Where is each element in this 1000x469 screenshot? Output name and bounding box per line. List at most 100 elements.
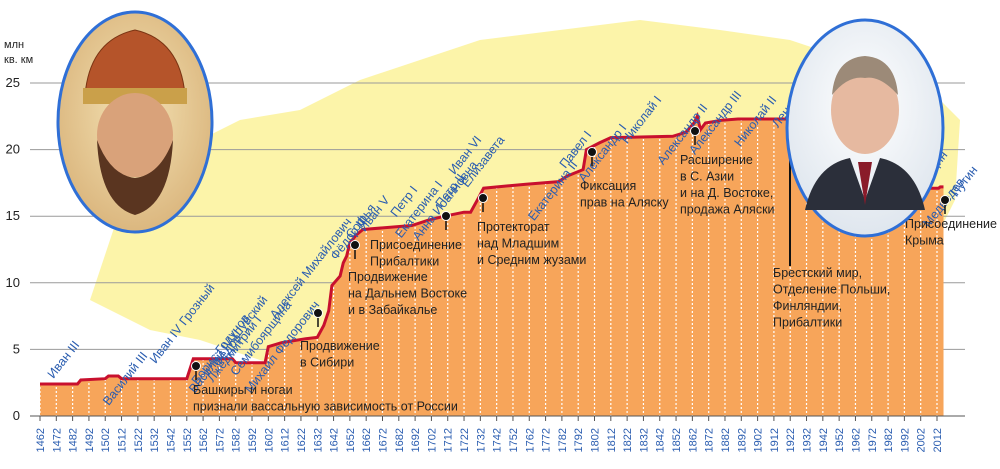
x-tick-label: 1682 <box>394 428 406 452</box>
x-tick-label: 1782 <box>557 428 569 452</box>
y-axis-label: млн <box>4 39 24 51</box>
x-tick-label: 1532 <box>149 428 161 452</box>
x-tick-label: 1672 <box>377 428 389 452</box>
x-tick-label: 1632 <box>312 428 324 452</box>
annotation-text: Брестский мир, <box>773 266 862 280</box>
annotation-text: Фиксация <box>580 179 636 193</box>
x-tick-label: 1712 <box>443 428 455 452</box>
x-tick-label: 1872 <box>704 428 716 452</box>
ruler-label: Иван III <box>45 338 83 381</box>
x-tick-label: 1762 <box>524 428 536 452</box>
x-tick-label: 1802 <box>590 428 602 452</box>
x-tick-label: 2002 <box>916 428 928 452</box>
x-tick-label: 1822 <box>622 428 634 452</box>
annotation-pin <box>313 308 323 318</box>
annotation-text: признали вассальную зависимость от Росси… <box>193 400 458 414</box>
x-tick-label: 1572 <box>214 428 226 452</box>
x-tick-label: 1842 <box>655 428 667 452</box>
annotation-pin <box>478 193 488 203</box>
annotation-text: прав на Аляску <box>580 196 669 210</box>
x-tick-label: 1702 <box>426 428 438 452</box>
x-tick-label: 1502 <box>100 428 112 452</box>
x-tick-label: 1692 <box>410 428 422 452</box>
annotation-pin <box>350 240 360 250</box>
x-tick-label: 1512 <box>117 428 129 452</box>
annotation-text: в С. Азии <box>680 170 734 184</box>
x-tick-label: 1472 <box>51 428 63 452</box>
annotation-text: над Младшим <box>477 237 559 251</box>
annotation-text: Отделение Польши, <box>773 283 890 297</box>
annotation-text: и в Забайкалье <box>348 303 437 317</box>
annotation-text: в Сибири <box>300 356 354 370</box>
x-tick-label: 1812 <box>606 428 618 452</box>
x-tick-label: 1952 <box>834 428 846 452</box>
annotation-pin <box>690 126 700 136</box>
x-tick-label: 2012 <box>932 428 944 452</box>
x-tick-label: 1462 <box>35 428 47 452</box>
x-tick-label: 1862 <box>687 428 699 452</box>
y-tick-label: 10 <box>6 275 20 290</box>
y-tick-label: 25 <box>6 75 20 90</box>
annotation-text: Присоединение <box>370 238 462 252</box>
y-tick-label: 0 <box>13 408 20 423</box>
annotation-text: и Средним жузами <box>477 253 586 267</box>
x-tick-label: 1482 <box>68 428 80 452</box>
x-tick-label: 1652 <box>345 428 357 452</box>
y-axis-label: кв. км <box>4 54 33 66</box>
annotation-text: на Дальнем Востоке <box>348 287 467 301</box>
x-tick-label: 1982 <box>883 428 895 452</box>
x-tick-label: 1732 <box>475 428 487 452</box>
x-tick-label: 1962 <box>850 428 862 452</box>
x-tick-label: 1752 <box>508 428 520 452</box>
annotation-pin <box>940 195 950 205</box>
annotation-text: продажа Аляски <box>680 203 775 217</box>
x-tick-label: 1902 <box>753 428 765 452</box>
y-tick-label: 5 <box>13 341 20 356</box>
annotation-text: Продвижение <box>300 339 380 353</box>
x-tick-label: 1922 <box>785 428 797 452</box>
x-tick-label: 1662 <box>361 428 373 452</box>
annotation-text: Финляндии, <box>773 299 842 313</box>
y-tick-label: 20 <box>6 142 20 157</box>
x-tick-label: 1742 <box>492 428 504 452</box>
x-tick-label: 1932 <box>802 428 814 452</box>
x-tick-label: 1972 <box>867 428 879 452</box>
x-tick-label: 1912 <box>769 428 781 452</box>
x-tick-label: 1832 <box>638 428 650 452</box>
annotation-text: Прибалтики <box>773 316 842 330</box>
annotation-pin <box>587 147 597 157</box>
line <box>40 111 944 386</box>
x-tick-label: 1542 <box>165 428 177 452</box>
x-tick-label: 1552 <box>182 428 194 452</box>
x-tick-label: 1992 <box>899 428 911 452</box>
x-tick-label: 1622 <box>296 428 308 452</box>
x-tick-label: 1582 <box>231 428 243 452</box>
annotation-text: Продвижение <box>348 270 428 284</box>
portrait-right <box>785 18 945 238</box>
annotation-pin <box>441 211 451 221</box>
annotation-text: Присоединение <box>905 217 997 231</box>
x-tick-label: 1882 <box>720 428 732 452</box>
annotation-pin <box>191 361 201 371</box>
annotation-text: Расширение <box>680 153 753 167</box>
annotation-text: Башкиры и ногаи <box>193 383 293 397</box>
x-tick-label: 1602 <box>263 428 275 452</box>
x-tick-label: 1612 <box>280 428 292 452</box>
x-tick-label: 1942 <box>818 428 830 452</box>
annotation-text: Крыма <box>905 234 944 248</box>
annotation-text: и на Д. Востоке, <box>680 186 773 200</box>
x-tick-label: 1642 <box>329 428 341 452</box>
x-tick-label: 1722 <box>459 428 471 452</box>
annotation-text: Протекторат <box>477 220 550 234</box>
y-tick-label: 15 <box>6 208 20 223</box>
x-tick-label: 1522 <box>133 428 145 452</box>
x-tick-label: 1792 <box>573 428 585 452</box>
portrait-left <box>56 10 214 234</box>
x-tick-label: 1492 <box>84 428 96 452</box>
annotation-text: Прибалтики <box>370 255 439 269</box>
x-tick-label: 1562 <box>198 428 210 452</box>
area <box>40 116 944 417</box>
x-tick-label: 1892 <box>736 428 748 452</box>
x-tick-label: 1592 <box>247 428 259 452</box>
